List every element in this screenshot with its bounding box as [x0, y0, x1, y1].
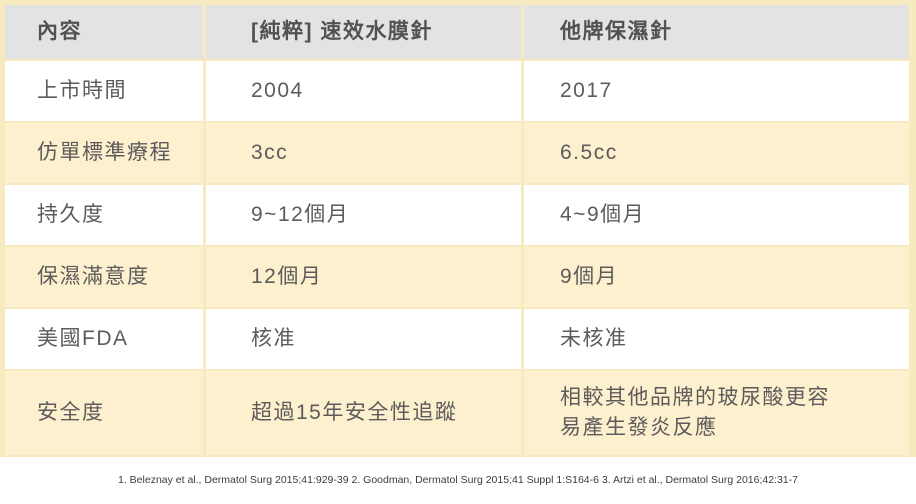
column-header-content: 內容	[5, 5, 203, 59]
row-label-cell: 美國FDA	[5, 309, 203, 369]
other-brand-value-cell: 2017	[524, 61, 909, 121]
other-brand-value-cell: 4~9個月	[524, 185, 909, 245]
row-label-cell: 上市時間	[5, 61, 203, 121]
row-label-cell: 仿單標準療程	[5, 123, 203, 183]
citation-footnote: 1. Beleznay et al., Dermatol Surg 2015;4…	[118, 474, 798, 486]
table-header-row: 內容 [純粹] 速效水膜針 他牌保濕針	[5, 5, 909, 59]
comparison-table-frame: 內容 [純粹] 速效水膜針 他牌保濕針 上市時間 2004 2017 仿單標準療…	[0, 0, 916, 457]
row-label-cell: 持久度	[5, 185, 203, 245]
other-brand-value-cell: 9個月	[524, 247, 909, 307]
other-brand-value-cell: 未核准	[524, 309, 909, 369]
table-row-standard-course: 仿單標準療程 3cc 6.5cc	[5, 123, 909, 183]
row-label-cell: 安全度	[5, 371, 203, 455]
purify-value-cell: 2004	[206, 61, 521, 121]
column-header-purify-product: [純粹] 速效水膜針	[206, 5, 521, 59]
table-row-safety: 安全度 超過15年安全性追蹤 相較其他品牌的玻尿酸更容易產生發炎反應	[5, 371, 909, 455]
table-row-launch-year: 上市時間 2004 2017	[5, 61, 909, 121]
table-row-us-fda: 美國FDA 核准 未核准	[5, 309, 909, 369]
column-header-other-brand: 他牌保濕針	[524, 5, 909, 59]
other-brand-value-cell: 6.5cc	[524, 123, 909, 183]
purify-value-cell: 超過15年安全性追蹤	[206, 371, 521, 455]
purify-value-cell: 9~12個月	[206, 185, 521, 245]
purify-value-cell: 核准	[206, 309, 521, 369]
table-row-moisture-satisfaction: 保濕滿意度 12個月 9個月	[5, 247, 909, 307]
comparison-table: 內容 [純粹] 速效水膜針 他牌保濕針 上市時間 2004 2017 仿單標準療…	[2, 3, 912, 457]
row-label-cell: 保濕滿意度	[5, 247, 203, 307]
purify-value-cell: 12個月	[206, 247, 521, 307]
purify-value-cell: 3cc	[206, 123, 521, 183]
table-row-duration: 持久度 9~12個月 4~9個月	[5, 185, 909, 245]
other-brand-value-cell: 相較其他品牌的玻尿酸更容易產生發炎反應	[524, 371, 909, 455]
